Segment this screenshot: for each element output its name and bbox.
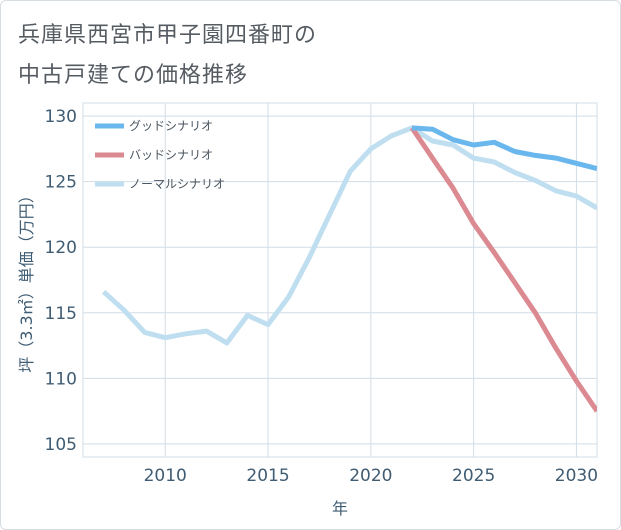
x-tick-label: 2020 — [349, 466, 392, 486]
y-tick-label: 120 — [45, 238, 77, 258]
legend-label: ノーマルシナリオ — [129, 177, 225, 191]
series-layer — [101, 125, 597, 413]
y-tick-label: 105 — [45, 435, 77, 455]
chart-title-line2: 中古戸建ての価格推移 — [18, 63, 249, 88]
legend-label: バッドシナリオ — [129, 148, 213, 162]
series-line-1 — [409, 126, 597, 413]
plot-area — [82, 102, 598, 458]
series-line-2 — [101, 125, 597, 346]
y-tick-label: 115 — [45, 304, 77, 324]
y-axis-label: 坪（3.3㎡）単価（万円） — [17, 187, 36, 372]
x-axis-label: 年 — [332, 499, 348, 518]
y-tick-label: 110 — [45, 369, 77, 389]
y-tick-label: 125 — [45, 173, 77, 193]
x-axis-ticks: 2010 2015 2020 2025 2030 — [144, 466, 598, 486]
x-tick-label: 2025 — [452, 466, 495, 486]
x-tick-label: 2015 — [246, 466, 289, 486]
legend-label: グッドシナリオ — [129, 119, 213, 133]
y-tick-label: 130 — [45, 107, 77, 127]
y-axis-ticks: 105 110 115 120 125 130 — [45, 107, 77, 455]
series-line-0 — [411, 125, 597, 172]
x-tick-label: 2030 — [555, 466, 598, 486]
x-tick-label: 2010 — [144, 466, 187, 486]
chart-title-line1: 兵庫県西宮市甲子園四番町の — [18, 23, 318, 48]
